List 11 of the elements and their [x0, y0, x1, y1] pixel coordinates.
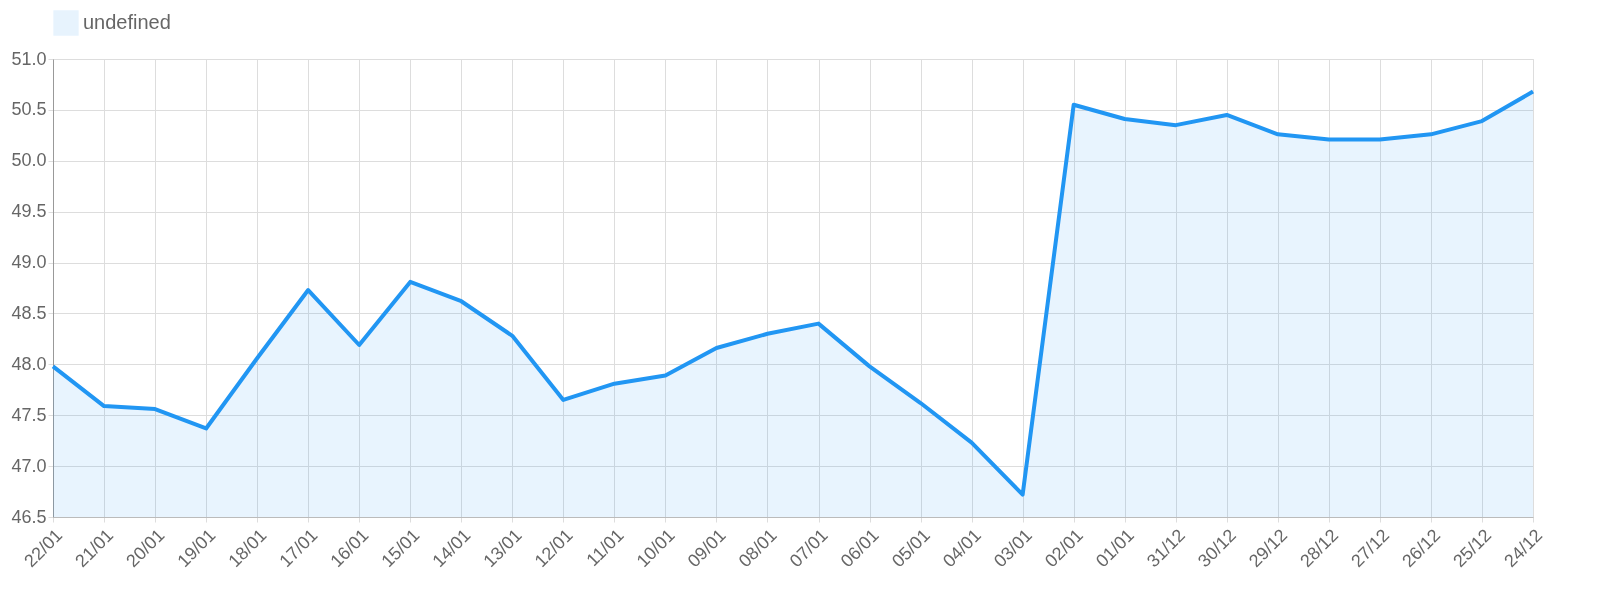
y-tick-label: 47.5 [11, 404, 47, 425]
y-tick-label: 46.5 [11, 506, 47, 527]
y-tick-label: 48.5 [11, 302, 47, 323]
y-tick-label: 50.5 [11, 99, 47, 120]
y-tick-label: 49.5 [11, 201, 47, 222]
y-tick-label: 48.0 [11, 353, 47, 374]
legend-label: undefined [83, 11, 171, 33]
y-tick-label: 47.0 [11, 455, 47, 476]
y-tick-label: 50.0 [11, 150, 47, 171]
y-tick-label: 51.0 [11, 48, 47, 69]
y-tick-label: 49.0 [11, 252, 47, 273]
